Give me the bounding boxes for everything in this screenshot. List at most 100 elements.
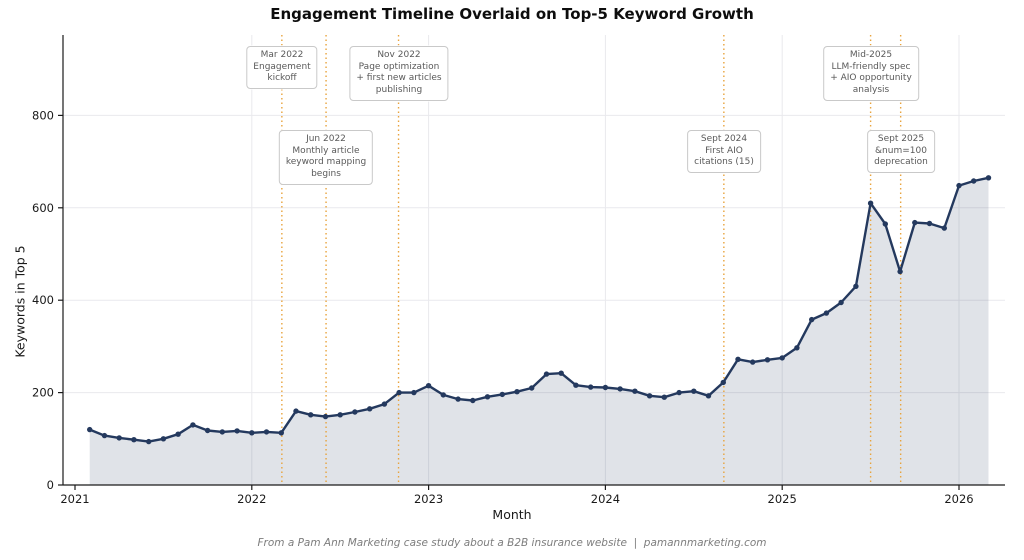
annotation-text-line: + AIO opportunity (830, 73, 912, 84)
data-point (676, 389, 682, 396)
data-point (617, 386, 623, 392)
data-point (337, 412, 343, 418)
data-point (632, 388, 638, 394)
data-point (956, 182, 962, 189)
data-point (190, 422, 196, 428)
data-point (381, 401, 388, 407)
data-point (661, 394, 667, 400)
data-point (867, 200, 874, 206)
annotation-text-line: Mid-2025 (849, 50, 893, 60)
data-point (764, 357, 771, 363)
y-tick-label: 0 (47, 478, 54, 492)
annotation-text-line: Sept 2025 (877, 134, 925, 144)
data-point (971, 178, 977, 184)
annotation-text-line: kickoff (267, 73, 297, 84)
data-point (249, 430, 255, 436)
data-point (779, 355, 785, 361)
annotation-text-line: analysis (852, 85, 890, 96)
area-fill (89, 177, 989, 486)
x-tick-label: 2024 (591, 492, 620, 506)
data-point (985, 175, 992, 181)
annotation-text-line: deprecation (874, 157, 928, 168)
y-tick-label: 200 (32, 386, 54, 400)
data-point (926, 220, 933, 227)
data-point (588, 384, 594, 390)
annotation-text-line: keyword mapping (285, 157, 367, 168)
data-point (396, 389, 402, 396)
data-point (411, 389, 417, 396)
data-point (175, 431, 181, 437)
data-point (293, 408, 299, 414)
data-point (691, 388, 697, 394)
source-footer: From a Pam Ann Marketing case study abou… (257, 537, 767, 549)
annotation-box: Nov 2022 Page optimization + first new art… (349, 46, 449, 101)
x-tick-label: 2025 (768, 492, 797, 506)
data-point (646, 393, 653, 399)
data-point (897, 268, 903, 275)
annotation-text-line: citations (15) (694, 157, 754, 168)
data-point (278, 430, 284, 436)
y-tick-label: 600 (32, 201, 54, 215)
data-point (705, 393, 712, 399)
data-point (160, 436, 167, 442)
data-point (219, 429, 225, 435)
data-point (602, 384, 609, 391)
data-point (352, 409, 358, 415)
data-point (543, 371, 550, 377)
data-point (322, 413, 329, 420)
data-point (823, 310, 830, 316)
data-point (87, 426, 93, 433)
annotation-text-line: First AIO (705, 145, 743, 156)
annotation-text-line: &num=100 (875, 145, 927, 156)
annotation-box: Jun 2022 Monthly article keyword mapping be… (278, 130, 374, 185)
data-point (720, 379, 726, 386)
x-tick-label: 2021 (60, 492, 89, 506)
y-tick-label: 400 (32, 293, 54, 307)
annotation-box: Mar 2022 Engagement kickoff (246, 46, 318, 90)
data-point (514, 389, 520, 395)
annotation-text-line: Jun 2022 (306, 134, 346, 144)
data-point (941, 225, 947, 231)
annotation-text-line: Mar 2022 (260, 50, 304, 60)
x-tick-label: 2022 (237, 492, 266, 506)
annotation-text-line: LLM-friendly spec (831, 61, 911, 72)
data-point (484, 394, 491, 400)
annotation-box: Sept 2025 &num=100 deprecation (867, 130, 935, 174)
annotation-text-line: publishing (375, 85, 423, 96)
data-point (234, 428, 240, 434)
annotation-text-line: Nov 2022 (377, 50, 421, 60)
data-point (440, 392, 446, 398)
data-point (794, 345, 800, 351)
annotation-text-line: Sept 2024 (700, 134, 748, 144)
annotation-text-line: begins (311, 169, 341, 180)
x-axis-label: Month (492, 507, 532, 522)
data-point (204, 427, 211, 434)
data-point (735, 356, 741, 362)
annotation-box: Sept 2024 First AIO citations (15) (687, 130, 761, 174)
annotation-text-line: Engagement (253, 61, 311, 72)
data-point (838, 299, 844, 306)
data-point (912, 219, 918, 226)
data-point (573, 382, 579, 388)
chart-title: Engagement Timeline Overlaid on Top-5 Ke… (270, 5, 754, 23)
data-point (558, 370, 564, 376)
data-point (455, 396, 461, 402)
data-point (101, 432, 108, 439)
y-axis-label: Keywords in Top 5 (12, 245, 28, 358)
x-tick-label: 2026 (944, 492, 973, 506)
data-point (146, 438, 152, 445)
data-point (308, 412, 314, 418)
data-point (809, 316, 815, 323)
annotation-box: Mid-2025 LLM-friendly spec + AIO opportuni… (823, 46, 919, 101)
annotation-text-line: Monthly article (292, 145, 360, 156)
data-point (853, 283, 859, 289)
data-point (131, 437, 137, 443)
y-tick-label: 800 (32, 108, 54, 122)
x-tick-label: 2023 (414, 492, 443, 506)
annotation-text-line: + first new articles (356, 73, 442, 84)
data-point (116, 435, 122, 441)
data-point (529, 385, 535, 391)
data-point (499, 391, 505, 398)
